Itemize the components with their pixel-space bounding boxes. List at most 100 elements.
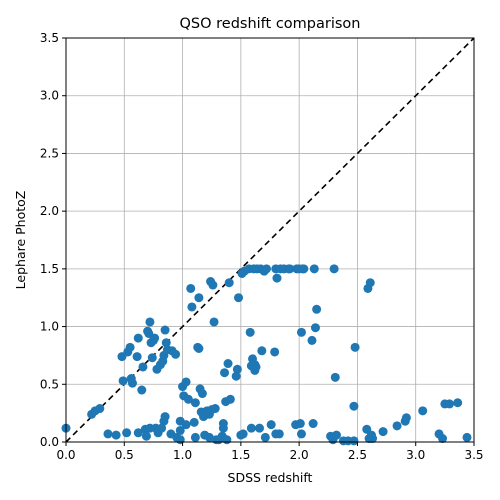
scatter-point: [312, 304, 322, 314]
x-axis-ticks: 0.0 0.5 1.0 1.5 2.0 2.5 3.0 3.5: [56, 442, 484, 462]
scatter-point: [245, 327, 255, 337]
scatter-point: [418, 406, 428, 416]
scatter-point: [95, 404, 105, 414]
scatter-point: [224, 278, 234, 288]
scatter-point: [260, 432, 270, 442]
scatter-point: [295, 419, 305, 429]
y-tick-label: 1.0: [40, 320, 59, 334]
scatter-point: [310, 323, 320, 333]
scatter-point: [125, 342, 135, 352]
scatter-point: [160, 325, 170, 335]
scatter-point: [157, 423, 167, 433]
scatter-point: [445, 399, 455, 409]
scatter-point: [296, 429, 306, 439]
y-tick-label: 0.5: [40, 377, 59, 391]
scatter-point: [181, 420, 191, 430]
scatter-point: [222, 435, 232, 445]
y-tick-label: 1.5: [40, 262, 59, 276]
scatter-point: [401, 413, 411, 423]
scatter-point: [350, 342, 360, 352]
scatter-point: [186, 283, 196, 293]
y-tick-label: 2.0: [40, 204, 59, 218]
scatter-point: [274, 429, 284, 439]
scatter-point: [392, 421, 402, 431]
scatter-point: [308, 419, 318, 429]
scatter-point: [438, 434, 448, 444]
scatter-point: [331, 430, 341, 440]
scatter-point: [111, 430, 121, 440]
scatter-point: [296, 327, 306, 337]
scatter-point: [122, 428, 132, 438]
scatter-point: [349, 436, 359, 446]
x-tick-label: 1.0: [173, 448, 192, 462]
scatter-point: [103, 429, 113, 439]
scatter-point: [329, 264, 339, 274]
scatter-point: [161, 338, 171, 348]
scatter-point: [238, 429, 248, 439]
scatter-point: [175, 435, 185, 445]
scatter-point: [255, 423, 265, 433]
x-tick-label: 0.0: [56, 448, 75, 462]
scatter-point: [197, 389, 207, 399]
x-tick-label: 1.5: [231, 448, 250, 462]
scatter-point: [270, 347, 280, 357]
scatter-point: [462, 432, 472, 442]
scatter-point: [307, 335, 317, 345]
scatter-point: [208, 280, 218, 290]
chart-title: QSO redshift comparison: [180, 16, 361, 32]
y-tick-label: 3.0: [40, 89, 59, 103]
scatter-point: [175, 425, 185, 435]
y-axis-ticks: 0.0 0.5 1.0 1.5 2.0 2.5 3.0 3.5: [40, 31, 66, 449]
scatter-point: [137, 385, 147, 395]
scatter-point: [218, 423, 228, 433]
scatter-point: [225, 394, 235, 404]
scatter-point: [187, 302, 197, 312]
scatter-point: [181, 377, 191, 387]
scatter-point: [183, 394, 193, 404]
scatter-point: [171, 349, 181, 359]
scatter-point: [204, 432, 214, 442]
scatter-point: [272, 273, 282, 283]
scatter-point: [141, 431, 151, 441]
scatter-point: [246, 423, 256, 433]
scatter-point: [133, 428, 143, 438]
scatter-point: [150, 333, 160, 343]
scatter-point: [251, 362, 261, 372]
scatter-point: [210, 404, 220, 414]
scatter-point: [232, 364, 242, 374]
x-axis-label: SDSS redshift: [228, 470, 313, 485]
scatter-point: [220, 368, 230, 378]
scatter-point: [118, 376, 128, 386]
y-tick-label: 3.5: [40, 31, 59, 45]
y-tick-label: 0.0: [40, 435, 59, 449]
scatter-point: [147, 353, 157, 363]
scatter-point: [145, 317, 155, 327]
x-tick-label: 3.0: [406, 448, 425, 462]
scatter-point: [330, 372, 340, 382]
scatter-point: [223, 359, 233, 369]
y-axis-label: Lephare PhotoZ: [13, 191, 28, 290]
scatter-point: [266, 420, 276, 430]
scatter-point: [138, 362, 148, 372]
scatter-point: [127, 378, 137, 388]
x-tick-label: 2.0: [290, 448, 309, 462]
scatter-point: [378, 427, 388, 437]
scatter-point: [257, 346, 267, 356]
scatter-point: [299, 264, 309, 274]
scatter-point: [160, 412, 170, 422]
scatter-point: [234, 293, 244, 303]
scatter-point: [231, 371, 241, 381]
reference-line-layer: [65, 37, 475, 443]
scatter-point: [190, 398, 200, 408]
one-to-one-reference-line: [65, 37, 475, 443]
scatter-point: [368, 434, 378, 444]
scatter-point: [189, 417, 199, 427]
scatter-point: [309, 264, 319, 274]
plot-frame: [65, 37, 475, 443]
scatter-point: [194, 293, 204, 303]
scatter-point: [133, 333, 143, 343]
scatter-point: [349, 401, 359, 411]
scatter-point: [209, 317, 219, 327]
scatter-point: [262, 264, 272, 274]
